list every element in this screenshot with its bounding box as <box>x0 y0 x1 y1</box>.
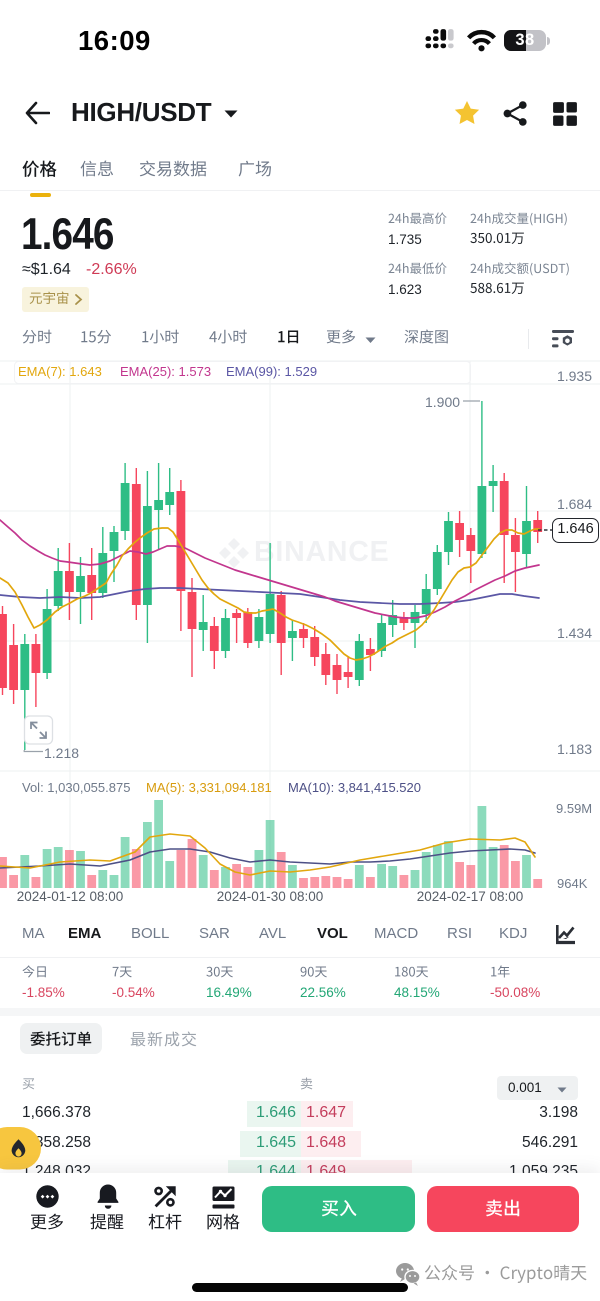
svg-text:BINANCE: BINANCE <box>254 536 389 568</box>
